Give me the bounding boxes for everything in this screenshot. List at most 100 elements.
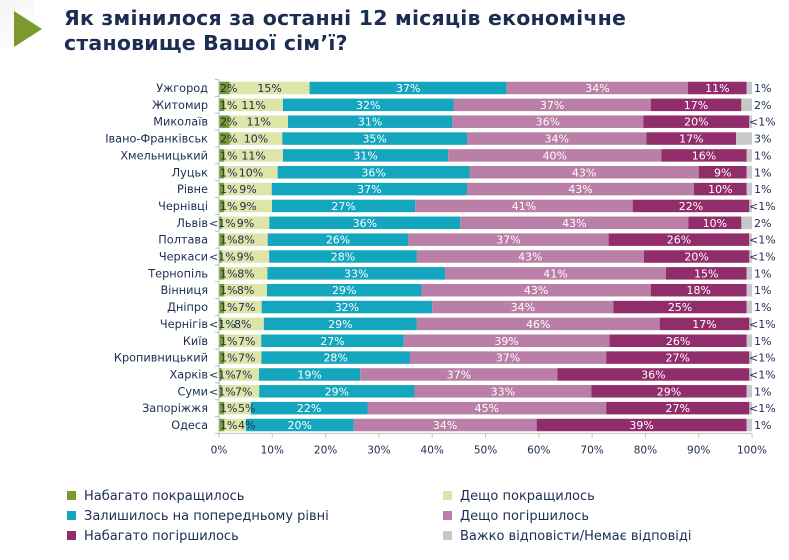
legend-swatch	[443, 491, 452, 500]
bar-segment-label: 1%	[220, 166, 237, 179]
bar-segment	[219, 182, 225, 196]
bar-segment-label: <1%	[749, 116, 776, 129]
bar-segment-label: 2%	[754, 217, 771, 230]
legend-swatch	[67, 511, 76, 520]
bar-segment	[749, 250, 752, 263]
bar-segment	[659, 317, 750, 331]
bar-segment	[408, 233, 609, 246]
bar-segment-label: 36%	[641, 368, 665, 381]
x-tick-label: 0%	[211, 444, 228, 456]
bar-segment-label: 33%	[344, 267, 368, 280]
bar-segment-label: 1%	[220, 402, 237, 415]
bar-segment	[746, 418, 752, 432]
bar-row: Рівне 1% 9% 37% 43% 10% 1%	[177, 182, 771, 196]
bar-segment-label: 26%	[667, 234, 691, 247]
bar-segment-label: 1%	[754, 166, 771, 179]
bar-segment-label: 17%	[692, 318, 716, 331]
bar-segment-label: 45%	[475, 402, 499, 415]
bar-row: Дніпро 1% 7% 32% 34% 25% 1%	[167, 300, 771, 314]
category-label: Луцьк	[172, 166, 209, 179]
bar-segment-label: 10%	[703, 217, 727, 230]
bar-segment-label: 8%	[234, 318, 251, 331]
category-label: Хмельницький	[120, 149, 208, 162]
bar-segment	[267, 267, 446, 280]
bar-segment	[741, 216, 752, 230]
category-label: Тернопіль	[147, 267, 208, 280]
bar-row: Житомир 1% 11% 32% 37% 17% 2%	[152, 98, 771, 112]
bar-segment	[416, 250, 644, 263]
bar-segment-label: 37%	[396, 82, 420, 95]
x-tick-label: 80%	[634, 444, 657, 456]
bar-segment-label: 37%	[496, 234, 520, 247]
bar-segment	[224, 418, 246, 432]
bar-segment-label: 35%	[362, 133, 386, 146]
bar-segment	[266, 283, 422, 297]
bar-segment-label: 22%	[679, 200, 703, 213]
category-label: Київ	[183, 335, 208, 348]
bar-segment	[749, 351, 752, 364]
bar-segment-label: 37%	[447, 368, 471, 381]
bar-segment	[221, 250, 270, 263]
bar-segment	[219, 401, 225, 415]
bar-segment-label: 1%	[754, 82, 771, 95]
bar-segment-label: 20%	[684, 251, 708, 264]
bar-segment	[267, 233, 409, 246]
bar-segment-label: 1%	[754, 301, 771, 314]
bar-segment	[643, 250, 750, 263]
bar-segment-label: 8%	[237, 267, 254, 280]
bar-segment-label: 5%	[238, 402, 255, 415]
play-triangle-icon	[14, 11, 42, 47]
bar-segment-label: 18%	[686, 284, 710, 297]
legend-swatch	[67, 491, 76, 500]
bar-segment	[591, 385, 747, 398]
bar-row: Тернопіль 1% 8% 33% 41% 15% 1%	[147, 267, 771, 280]
bar-segment	[224, 149, 283, 162]
bar-row: Луцьк 1% 10% 36% 43% 9% 1%	[172, 166, 771, 179]
bar-segment-label: 29%	[657, 385, 681, 398]
bar-segment	[432, 300, 614, 314]
x-tick-label: 10%	[261, 444, 284, 456]
bar-segment-label: 2%	[220, 133, 237, 146]
bar-segment-label: 36%	[353, 217, 377, 230]
bar-segment-label: 43%	[562, 217, 586, 230]
bar-segment-label: 33%	[491, 385, 515, 398]
bar-segment	[219, 216, 222, 230]
bar-segment-label: 11%	[247, 116, 271, 129]
bar-segment	[749, 317, 752, 331]
bar-segment	[219, 300, 225, 314]
bar-segment	[749, 115, 752, 128]
bar-segment	[613, 300, 747, 314]
bar-segment	[219, 351, 225, 364]
bar-segment-label: 10%	[239, 166, 263, 179]
bar-segment-label: 15%	[257, 82, 281, 95]
bar-segment	[219, 233, 225, 246]
bar-segment-label: 2%	[754, 99, 771, 112]
bar-segment-label: 17%	[684, 99, 708, 112]
bar-segment	[609, 334, 747, 347]
bar-segment	[245, 418, 354, 432]
bar-segment-label: 27%	[320, 335, 344, 348]
bar-segment	[606, 401, 750, 415]
bar-segment-label: 1%	[754, 284, 771, 297]
bar-segment-label: 43%	[518, 251, 542, 264]
bar-segment	[219, 81, 230, 95]
bar-segment-label: 27%	[666, 402, 690, 415]
bar-segment	[219, 132, 230, 145]
legend-swatch	[443, 531, 452, 540]
bar-segment	[749, 368, 752, 381]
legend-swatch	[67, 531, 76, 540]
bar-segment	[224, 98, 283, 112]
bar-segment	[250, 401, 368, 415]
bar-segment	[219, 368, 222, 381]
bar-segment	[309, 81, 507, 95]
category-label: Чернівці	[158, 200, 208, 213]
category-label: Житомир	[152, 99, 208, 112]
bar-segment-label: 41%	[512, 200, 536, 213]
bar-segment	[261, 300, 433, 314]
title-line-2: становище Вашої сім’ї?	[64, 31, 348, 55]
bar-segment-label: 1%	[754, 419, 771, 432]
bar-row: Чернігів <1%8% 29% 46% 17% <1%	[160, 317, 776, 331]
bar-segment	[606, 351, 750, 364]
bar-segment	[261, 334, 404, 347]
bar-segment-label: 1%	[220, 284, 237, 297]
